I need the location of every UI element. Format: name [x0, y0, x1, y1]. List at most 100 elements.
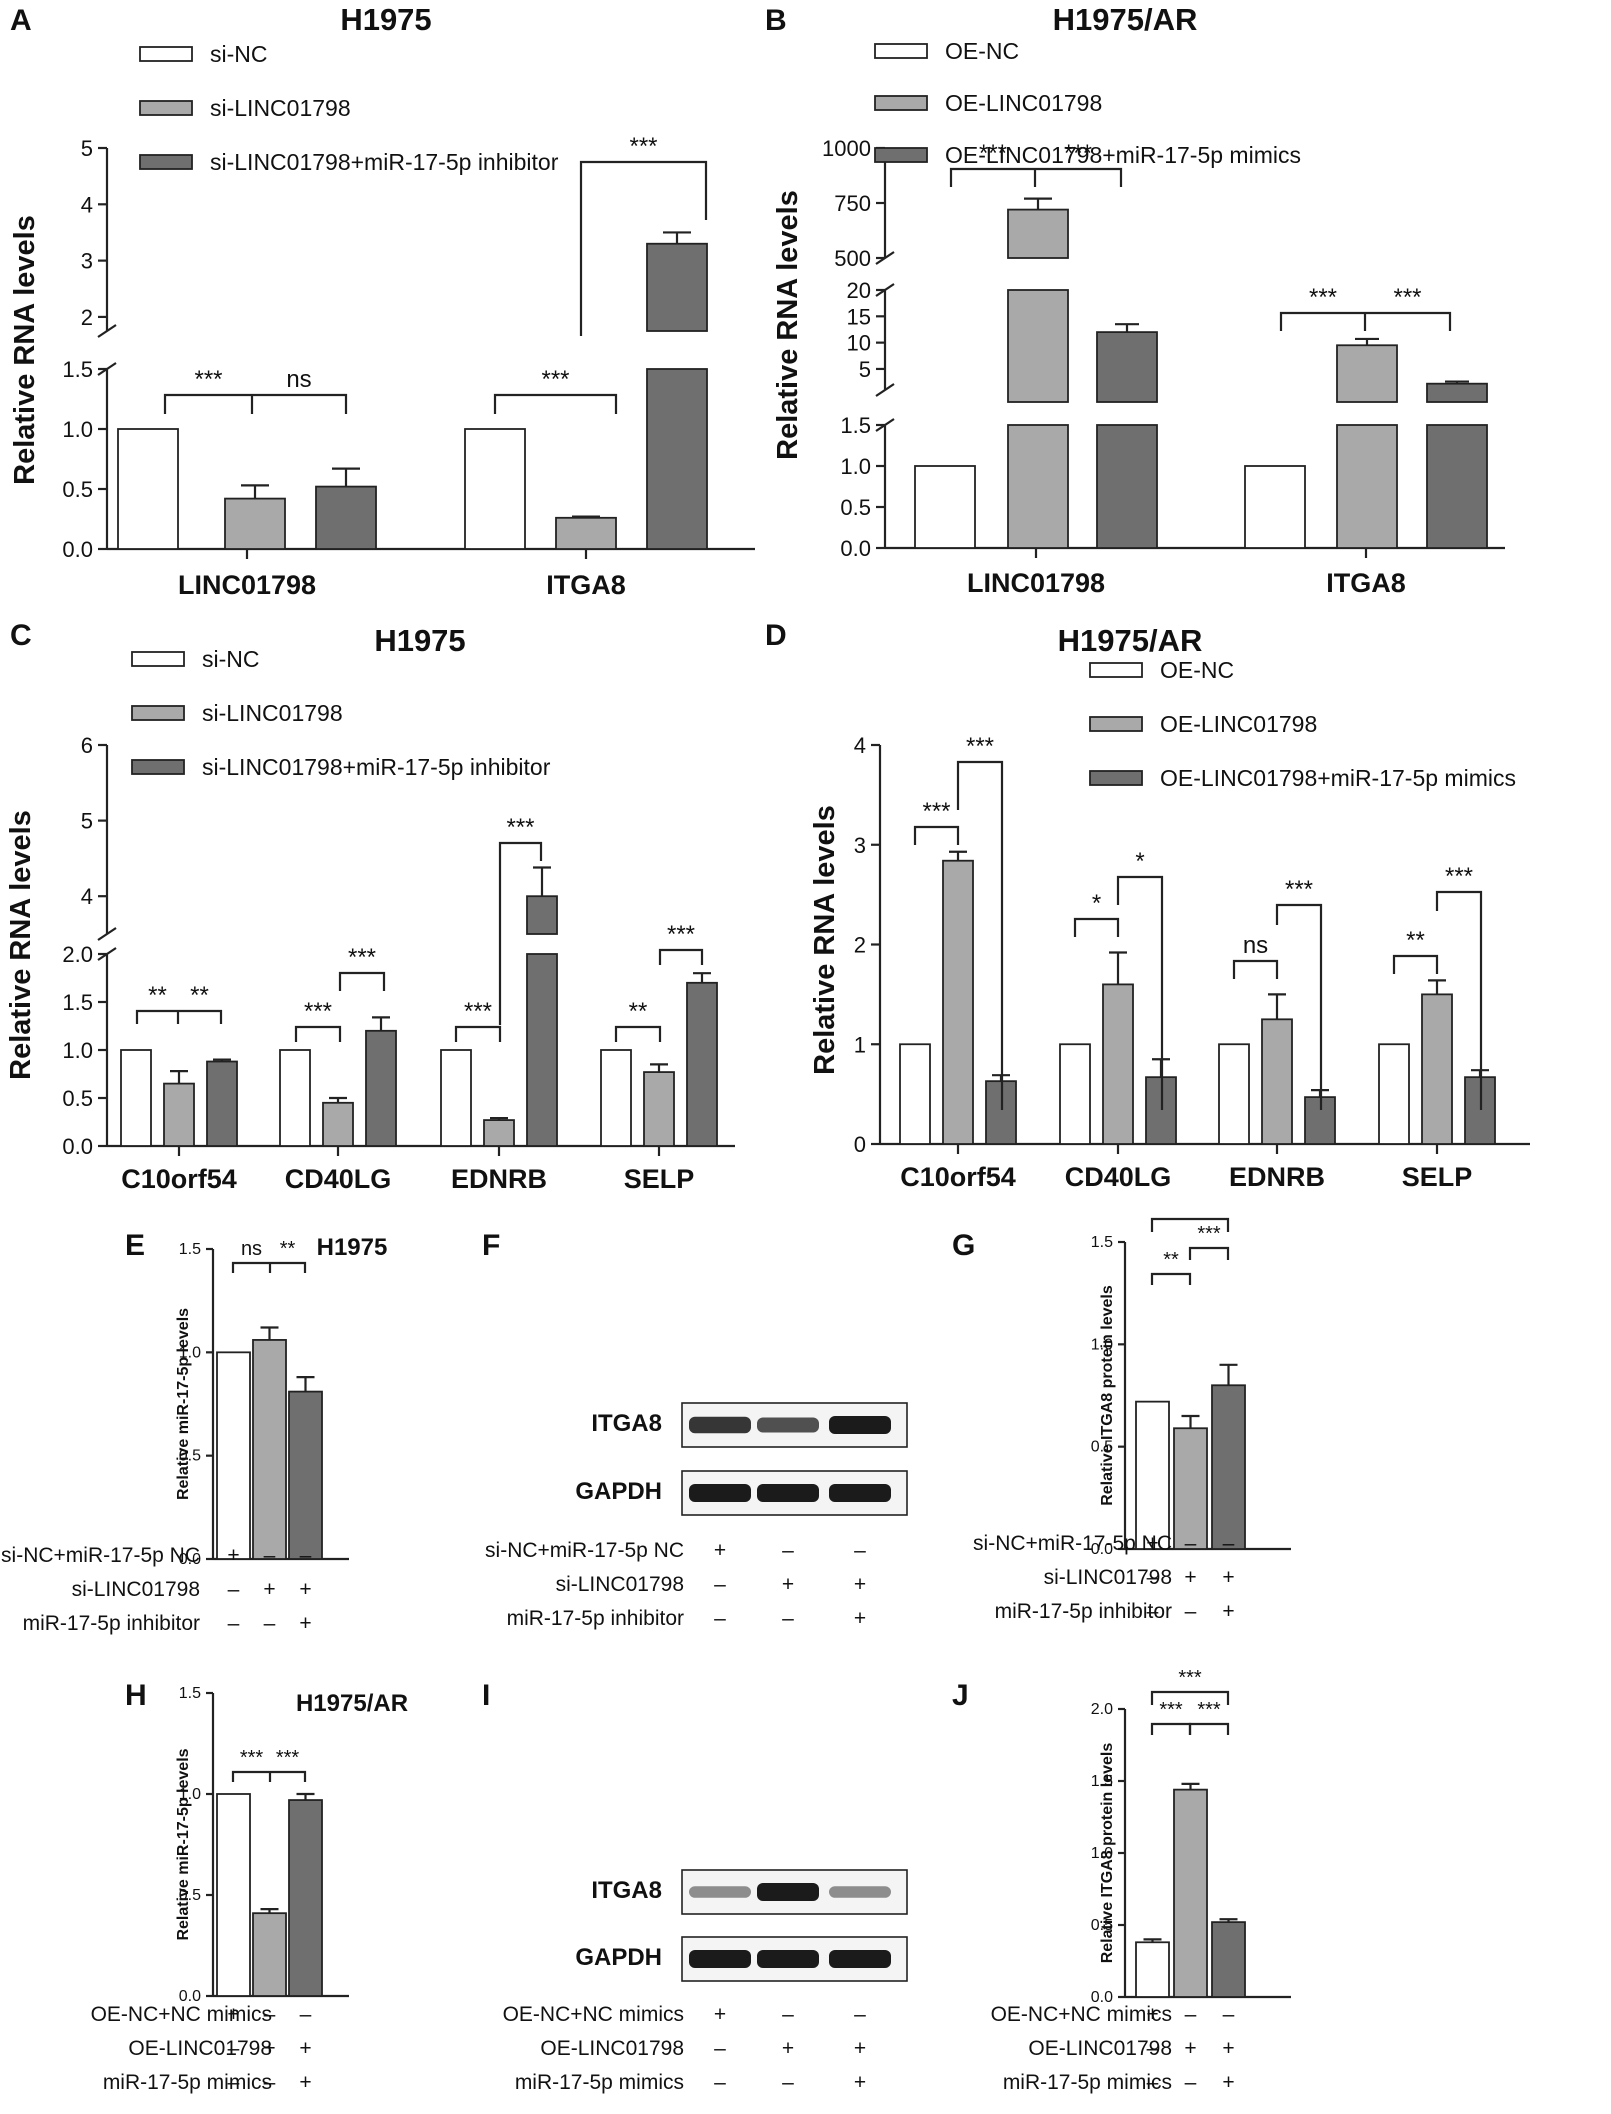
j-y-axis-label: Relative ITGA8 protein levels — [1099, 1743, 1116, 1964]
e-condition-mark: + — [299, 1578, 311, 1601]
c-bar — [279, 1049, 311, 1147]
c-bar — [322, 1101, 354, 1147]
b-category-label: LINC01798 — [967, 568, 1105, 598]
a-axis-break — [97, 324, 117, 338]
f-band — [757, 1484, 819, 1502]
d-sig-label: * — [1092, 890, 1101, 917]
g-condition-label: si-LINC01798 — [1044, 1566, 1172, 1589]
g-sig-bracket — [1188, 1246, 1230, 1260]
i-band — [757, 1883, 819, 1901]
g-sig-label: *** — [1178, 1215, 1202, 1216]
h-condition-mark: – — [228, 2037, 240, 2060]
panel-a-title: H1975 — [340, 2, 431, 37]
e-y-tick-label: 0.0 — [179, 1551, 201, 1568]
j-sig-label: *** — [1197, 1699, 1221, 1721]
h-condition-mark: + — [227, 2003, 239, 2026]
h-sig-label: *** — [240, 1747, 264, 1769]
c-sig-label: *** — [506, 814, 534, 841]
a-sig-bracket — [493, 393, 618, 414]
h-sig-bracket — [231, 1770, 307, 1782]
c-category-label: C10orf54 — [121, 1164, 237, 1194]
b-sig-bracket — [1279, 311, 1452, 331]
d-bar — [899, 1043, 931, 1145]
g-y-tick-label: 0.5 — [1091, 1439, 1113, 1456]
d-y-tick-label: 1 — [854, 1032, 866, 1057]
d-sig-label: *** — [922, 798, 950, 825]
b-y-tick-label: 1.5 — [840, 413, 871, 438]
d-sig-bracket — [1232, 959, 1279, 979]
c-y-tick-label: 4 — [81, 884, 93, 909]
j-y-tick-label: 0.5 — [1091, 1917, 1113, 1934]
d-sig-label: ns — [1243, 932, 1268, 959]
e-condition-label: si-LINC01798 — [72, 1578, 200, 1601]
g-condition-label: miR-17-5p inhibitor — [995, 1600, 1172, 1623]
j-bar — [1211, 1921, 1246, 1998]
j-condition-mark: + — [1146, 2003, 1158, 2026]
b-sig-label: *** — [1064, 140, 1092, 167]
panel-e-label: E — [125, 1229, 145, 1262]
g-condition-mark: – — [1147, 1566, 1159, 1589]
f-condition-mark: – — [782, 1607, 794, 1630]
a-legend-swatch — [139, 154, 193, 170]
c-sig-bracket — [498, 841, 543, 1025]
e-bar — [216, 1351, 251, 1560]
j-condition-mark: + — [1222, 2071, 1234, 2094]
e-condition-mark: + — [227, 1544, 239, 1567]
panel-j: J 0.0 0.5 1.0 1.5 2.0 Relative ITGA8 protein … — [952, 1667, 1291, 2094]
e-condition-mark: – — [264, 1544, 276, 1567]
g-y-axis-label: Relative ITGA8 protein levels — [1099, 1285, 1116, 1506]
c-bar — [365, 1029, 397, 1147]
j-condition-mark: – — [1223, 2003, 1235, 2026]
j-condition-label: OE-NC+NC mimics — [991, 2003, 1172, 2026]
c-axis-break — [97, 927, 117, 941]
d-bar — [1378, 1043, 1410, 1145]
d-sig-bracket — [1116, 875, 1164, 1110]
b-y-tick-label: 10 — [847, 331, 871, 356]
i-band — [829, 1950, 891, 1968]
c-sig-label: ** — [148, 982, 167, 1009]
b-legend-swatch — [874, 95, 928, 111]
b-y-tick-label: 20 — [847, 278, 871, 303]
c-legend-label: si-NC — [202, 646, 260, 672]
h-condition-mark: + — [263, 2037, 275, 2060]
d-sig-bracket — [1073, 917, 1120, 937]
panel-a-label: A — [10, 4, 32, 37]
f-band — [689, 1416, 751, 1434]
i-condition-mark: – — [782, 2003, 794, 2026]
c-y-tick-label: 1.5 — [62, 990, 93, 1015]
b-y-tick-label: 750 — [834, 191, 871, 216]
panel-e: E H1975 0.0 0.5 1.0 1.5 Relative miR-17-5p l… — [1, 1229, 388, 1635]
panel-g-label: G — [952, 1229, 975, 1262]
d-sig-label: * — [1135, 848, 1144, 875]
b-legend-swatch — [874, 43, 928, 59]
c-y-tick-label: 5 — [81, 809, 93, 834]
e-condition-label: si-NC+miR-17-5p NC — [1, 1544, 200, 1567]
g-condition-mark: + — [1222, 1566, 1234, 1589]
e-condition-mark: + — [263, 1578, 275, 1601]
a-legend-label: si-NC — [210, 41, 268, 67]
j-condition-mark: – — [1185, 2071, 1197, 2094]
c-category-label: SELP — [624, 1164, 695, 1194]
c-sig-bracket — [294, 1025, 342, 1042]
g-condition-mark: + — [1222, 1600, 1234, 1623]
panel-e-title: H1975 — [317, 1234, 388, 1261]
b-y-tick-label: 0.5 — [840, 495, 871, 520]
panel-d: D H1975/AR 0 1 2 3 4 Relative RNA levels C10or… — [765, 619, 1530, 1192]
f-condition-mark: + — [854, 1607, 866, 1630]
a-y-tick-label: 5 — [81, 136, 93, 161]
d-sig-label: *** — [1445, 863, 1473, 890]
d-sig-label: *** — [966, 733, 994, 760]
d-category-label: SELP — [1402, 1162, 1473, 1192]
i-band — [689, 1950, 751, 1968]
b-y-tick-label: 0.0 — [840, 536, 871, 561]
i-band — [829, 1886, 891, 1898]
f-condition-mark: – — [714, 1607, 726, 1630]
i-band — [757, 1950, 819, 1968]
f-condition-label: si-NC+miR-17-5p NC — [485, 1539, 684, 1562]
d-bar — [1261, 1018, 1293, 1145]
f-band-label: GAPDH — [575, 1478, 662, 1505]
b-y-axis-label: Relative RNA levels — [772, 190, 804, 460]
panel-i-blot: ITGA8 GAPDH OE-NC+NC mimics + – – OE-LINC01798… — [503, 1869, 908, 2094]
